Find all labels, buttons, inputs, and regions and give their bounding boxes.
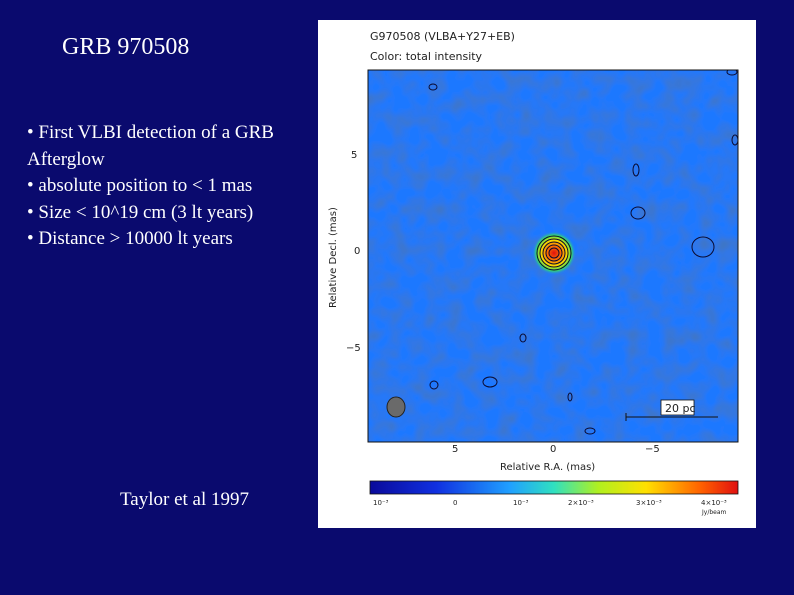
contour	[482, 376, 498, 388]
colorbar-tick: 10⁻³	[373, 499, 389, 507]
contour	[536, 235, 572, 271]
beam-ellipse	[386, 396, 406, 418]
bullet-item: • Size < 10^19 cm (3 lt years)	[27, 201, 254, 223]
colorbar: 10⁻³ 0 10⁻³ 2×10⁻³ 3×10⁻³ 4×10⁻³ Jy/beam	[369, 480, 739, 516]
figure-header-line1: G970508 (VLBA+Y27+EB)	[370, 30, 515, 43]
intensity-map	[367, 69, 739, 443]
contour	[539, 238, 569, 268]
contour	[567, 392, 573, 402]
figure-header-line2: Color: total intensity	[370, 50, 483, 63]
contour	[519, 333, 527, 343]
y-tick-label: 0	[354, 246, 360, 257]
contour	[630, 206, 646, 220]
bullet-item: • absolute position to < 1 mas	[27, 175, 253, 196]
y-axis-label: Relative Decl. (mas)	[328, 207, 339, 308]
contour	[548, 247, 560, 259]
source-peak	[532, 231, 576, 275]
y-tick-label: −5	[346, 343, 361, 354]
x-tick-label: 5	[452, 444, 458, 455]
bullet-list: • First VLBI detection of a GRB Afterglo…	[27, 120, 327, 253]
vlbi-map-svg: G970508 (VLBA+Y27+EB) Color: total inten…	[328, 30, 739, 516]
x-axis-label: Relative R.A. (mas)	[500, 462, 595, 473]
colorbar-tick: 0	[453, 499, 457, 507]
y-tick-label: 5	[351, 150, 357, 161]
contour	[726, 70, 738, 76]
x-tick-label: 0	[550, 444, 556, 455]
citation: Taylor et al 1997	[120, 489, 249, 510]
contour	[691, 236, 715, 258]
colorbar-tick: 2×10⁻³	[568, 499, 594, 507]
colorbar-tick: 3×10⁻³	[636, 499, 662, 507]
x-tick-label: −5	[645, 444, 660, 455]
colorbar-tick: 10⁻³	[513, 499, 529, 507]
contour	[632, 163, 640, 177]
bullet-item: Afterglow	[27, 148, 105, 170]
contour	[584, 427, 596, 435]
scale-bar: 20 pc	[625, 399, 718, 421]
bullet-item: • First VLBI detection of a GRB	[27, 122, 274, 143]
bullet-item: • Distance > 10000 lt years	[27, 228, 233, 249]
contour	[429, 380, 439, 390]
contour	[542, 241, 566, 265]
slide-title: GRB 970508	[62, 34, 190, 60]
vlbi-map-figure: G970508 (VLBA+Y27+EB) Color: total inten…	[318, 20, 756, 528]
scale-bar-label: 20 pc	[665, 402, 696, 415]
contour	[545, 244, 563, 262]
contour	[428, 83, 438, 91]
contour	[731, 134, 738, 146]
colorbar-tick: 4×10⁻³	[701, 499, 727, 507]
colorbar-unit: Jy/beam	[701, 509, 727, 516]
